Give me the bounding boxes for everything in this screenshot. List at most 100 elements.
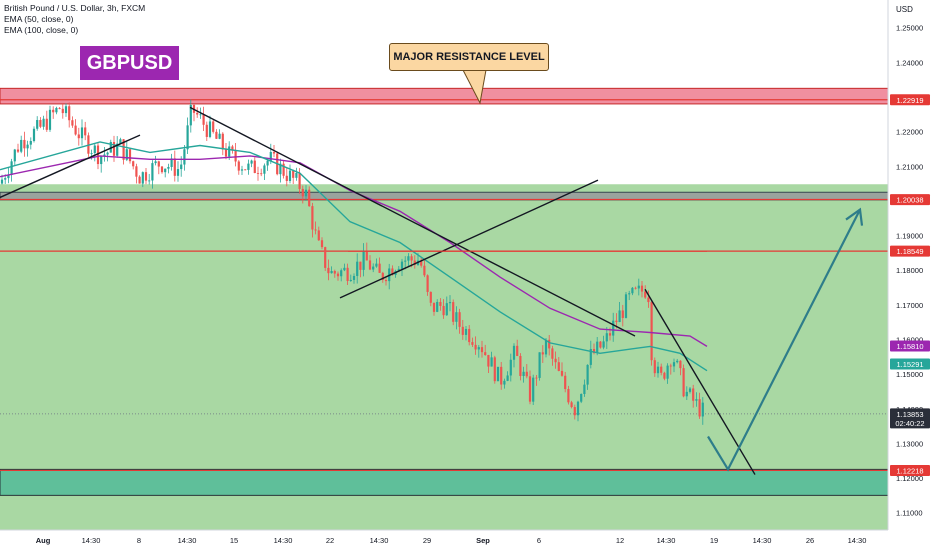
trendline-1	[189, 106, 636, 337]
candle-body-177	[567, 389, 570, 403]
candle-body-49	[157, 161, 160, 167]
candle-body-169	[541, 352, 544, 355]
candle-body-92	[295, 172, 298, 178]
candle-body-62	[199, 114, 202, 116]
candle-body-23	[74, 125, 77, 135]
candle-body-109	[349, 279, 352, 282]
candle-body-99	[317, 230, 320, 241]
y-tick-8: 1.17000	[896, 301, 923, 310]
candle-body-22	[71, 120, 74, 126]
candle-body-128	[410, 256, 413, 261]
candle-body-159	[509, 359, 512, 376]
price-axis-background	[888, 0, 932, 550]
candle-body-8	[26, 144, 29, 149]
candle-body-166	[532, 377, 535, 402]
candle-body-21	[68, 106, 71, 121]
resistance-callout: MAJOR RESISTANCE LEVEL	[389, 43, 549, 71]
candle-body-200	[640, 285, 644, 292]
candle-body-160	[512, 345, 516, 360]
candle-body-192	[615, 320, 618, 323]
candle-body-140	[448, 302, 452, 304]
candle-body-28	[90, 153, 93, 154]
resistance-zone	[0, 87, 889, 105]
candle-body-112	[359, 261, 362, 270]
candle-body-207	[663, 372, 666, 379]
candle-body-161	[516, 345, 519, 356]
candle-body-217	[695, 399, 698, 401]
candle-body-183	[586, 364, 589, 385]
candle-body-129	[413, 260, 416, 265]
candle-body-188	[602, 341, 605, 348]
candle-body-111	[356, 261, 359, 276]
gray-zone	[0, 191, 889, 201]
candle-body-100	[320, 240, 324, 248]
price-label-bg-1	[890, 194, 930, 206]
candle-body-136	[436, 301, 439, 312]
candle-body-201	[644, 291, 647, 298]
candle-body-118	[378, 263, 381, 273]
candle-body-208	[666, 365, 669, 379]
candle-body-0	[0, 179, 4, 184]
candle-body-219	[701, 402, 704, 417]
candle-body-46	[148, 180, 151, 182]
candle-body-206	[660, 366, 663, 373]
candle-body-14	[45, 118, 48, 130]
candle-body-77	[247, 163, 250, 170]
candle-body-189	[605, 333, 608, 342]
candle-body-52	[167, 166, 170, 169]
candle-body-85	[272, 151, 276, 154]
candle-body-88	[282, 163, 285, 176]
candle-body-216	[692, 388, 695, 401]
candle-body-53	[170, 158, 173, 167]
candle-body-51	[164, 168, 167, 173]
candle-body-215	[688, 388, 692, 392]
candle-body-70	[224, 149, 228, 157]
candle-body-59	[189, 104, 192, 126]
candle-body-19	[61, 108, 64, 114]
candle-body-157	[503, 380, 506, 385]
candle-body-106	[340, 270, 343, 277]
price-label-bg-4	[890, 358, 930, 370]
symbol-logo: GBPUSD	[80, 46, 179, 80]
candle-body-144	[461, 326, 464, 335]
candle-body-209	[669, 365, 672, 367]
x-tick-5: 14:30	[274, 536, 293, 545]
candles-layer	[0, 99, 704, 425]
y-tick-1: 1.24000	[896, 58, 923, 67]
candle-body-41	[132, 161, 135, 167]
candle-body-29	[93, 145, 96, 154]
candle-body-12	[39, 120, 42, 127]
candle-body-26	[84, 127, 87, 136]
candle-body-194	[621, 310, 624, 318]
candle-body-179	[573, 407, 576, 416]
candle-body-13	[42, 118, 45, 127]
candle-body-156	[500, 366, 503, 385]
y-tick-3: 1.22000	[896, 128, 923, 137]
candle-body-180	[576, 401, 580, 416]
y-tick-4: 1.21000	[896, 162, 923, 171]
candle-body-122	[391, 268, 394, 275]
y-tick-14: 1.11000	[896, 509, 923, 518]
candle-body-168	[538, 352, 541, 378]
candle-body-182	[583, 384, 586, 394]
price-label-3: 1.15810	[896, 342, 923, 351]
projection-arrowhead	[845, 207, 864, 226]
candle-body-69	[221, 133, 224, 150]
candle-body-67	[215, 131, 218, 139]
x-tick-13: 19	[710, 536, 718, 545]
candle-body-214	[685, 391, 688, 397]
candle-body-127	[407, 256, 410, 261]
candle-body-154	[493, 357, 496, 382]
candle-body-218	[698, 399, 701, 417]
candle-body-181	[580, 393, 583, 402]
candle-body-1	[4, 178, 7, 180]
candle-body-132	[423, 265, 426, 276]
candle-body-63	[202, 114, 205, 125]
y-tick-0: 1.25000	[896, 24, 923, 33]
ema100-legend: EMA (100, close, 0)	[4, 25, 79, 35]
trendline-2	[339, 179, 599, 299]
candle-body-98	[314, 229, 317, 231]
candle-body-91	[292, 170, 295, 178]
price-label-bg-2	[890, 245, 930, 257]
